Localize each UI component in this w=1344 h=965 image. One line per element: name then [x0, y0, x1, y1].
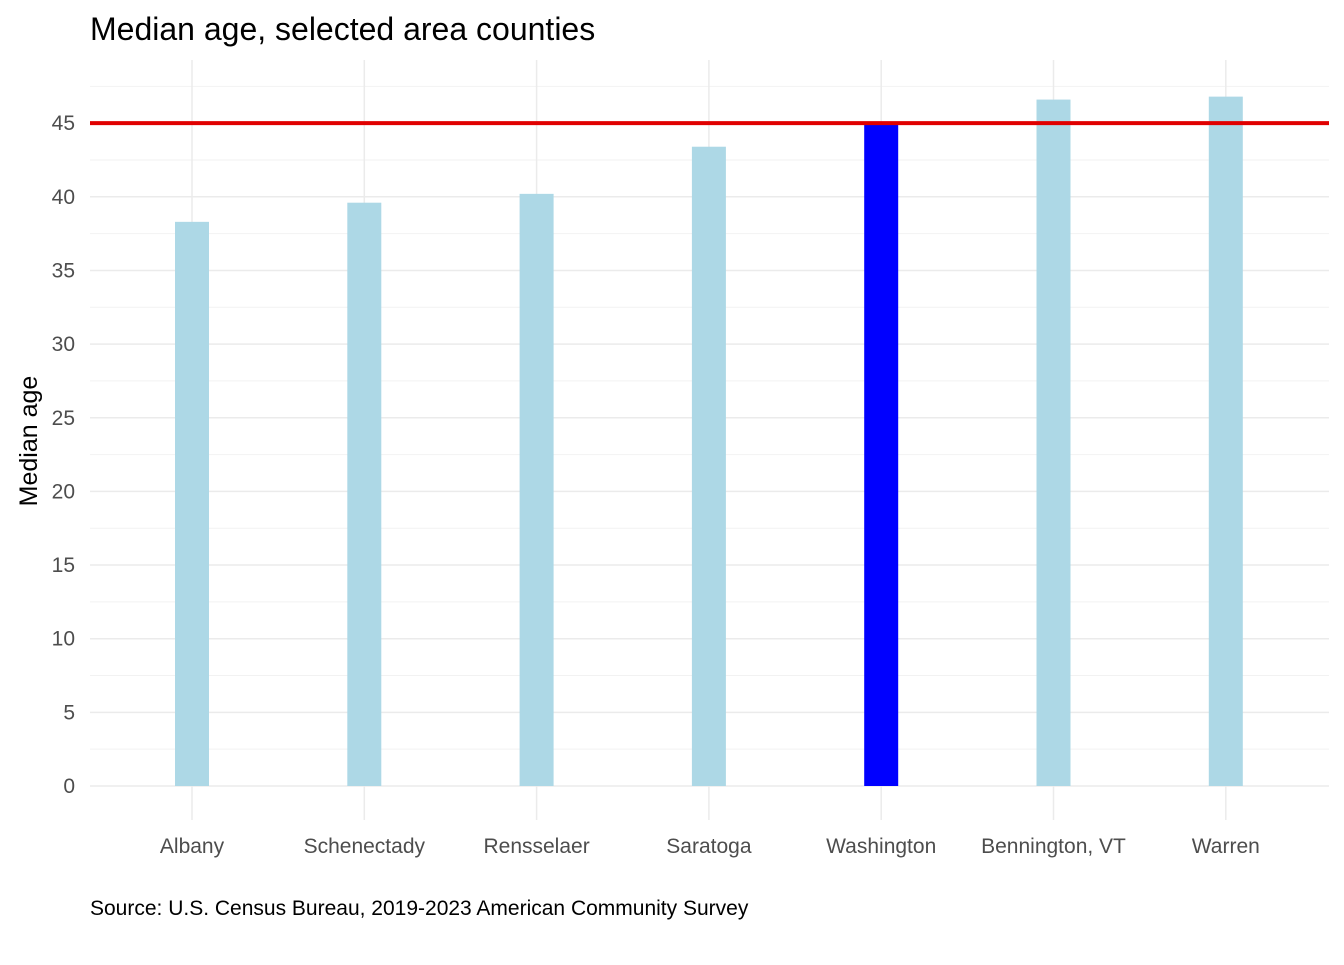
x-tick-label: Washington: [826, 835, 936, 858]
x-tick-label: Rensselaer: [483, 835, 589, 858]
y-tick-label: 25: [52, 407, 75, 430]
bar-warren: [1208, 96, 1243, 787]
x-axis-ticks: Albany Schenectady Rensselaer Saratoga Washi…: [160, 835, 1260, 858]
y-tick-label: 0: [63, 775, 75, 798]
x-tick-label: Saratoga: [666, 835, 752, 858]
y-axis-label: Median age: [15, 376, 43, 507]
y-tick-label: 10: [52, 628, 75, 651]
chart-caption: Source: U.S. Census Bureau, 2019-2023 Am…: [90, 897, 749, 920]
y-tick-label: 15: [52, 554, 75, 577]
y-tick-label: 5: [63, 701, 75, 724]
bar-schenectady: [347, 202, 382, 786]
bar-rensselaer: [519, 193, 554, 786]
bars: [175, 96, 1243, 787]
x-tick-label: Bennington, VT: [981, 835, 1126, 858]
y-tick-label: 20: [52, 480, 75, 503]
y-tick-label: 35: [52, 259, 75, 282]
bar-bennington-vt: [1036, 99, 1071, 786]
y-axis-ticks: 0 5 10 15 20 25 30 35 40 45: [52, 112, 75, 798]
bar-saratoga: [691, 146, 726, 786]
bar-albany: [175, 221, 209, 786]
y-tick-label: 40: [52, 186, 75, 209]
chart-title: Median age, selected area counties: [90, 11, 595, 47]
y-tick-label: 45: [52, 112, 75, 135]
bar-washington: [864, 123, 899, 786]
x-tick-label: Warren: [1192, 835, 1260, 858]
x-tick-label: Albany: [160, 835, 225, 858]
y-tick-label: 30: [52, 333, 75, 356]
x-tick-label: Schenectady: [304, 835, 426, 858]
